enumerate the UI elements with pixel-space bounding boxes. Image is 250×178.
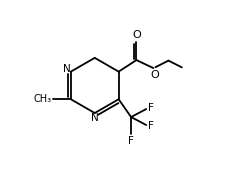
Text: CH₃: CH₃: [34, 94, 52, 104]
Text: O: O: [150, 70, 159, 80]
Text: N: N: [91, 113, 98, 123]
Text: O: O: [132, 30, 141, 40]
Text: N: N: [63, 64, 70, 74]
Text: F: F: [148, 103, 154, 113]
Text: F: F: [128, 137, 134, 146]
Text: F: F: [148, 121, 154, 131]
